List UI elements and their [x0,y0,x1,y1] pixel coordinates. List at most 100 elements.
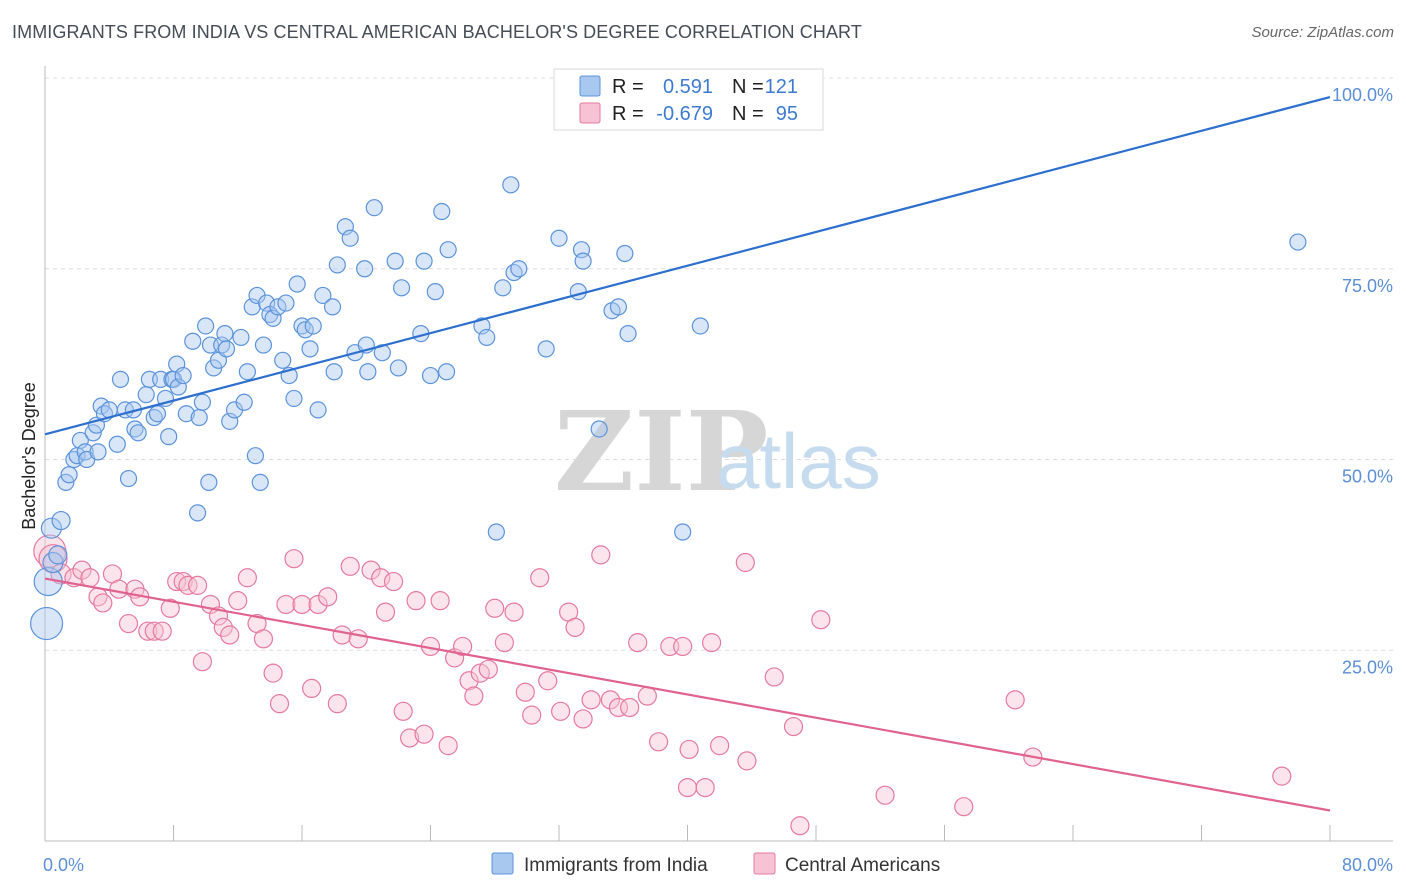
india-point [119,469,138,488]
india-point [285,389,303,408]
india-point [274,351,292,369]
central-americans-point [276,594,296,615]
central-americans-point [138,621,158,641]
central-americans-point [1272,766,1292,786]
central-americans-point [530,568,550,588]
n-label-pink: N = [732,103,764,125]
central-americans-point [80,568,100,588]
central-americans-point [292,594,312,615]
india-point [40,517,63,539]
india-point [111,370,130,388]
india-point [674,523,692,541]
india-point [296,321,314,339]
india-point [389,359,407,377]
india-point [89,443,107,461]
india-point [386,252,404,270]
central-americans-point [178,575,198,595]
central-americans-point [263,663,283,683]
r-label-blue: R = [612,76,644,98]
central-americans-point [253,629,274,649]
y-tick-label: 25.0% [1342,657,1393,677]
india-point [235,393,253,411]
watermark-atlas: atlas [716,417,881,505]
india-point [216,325,234,343]
pink-swatch-icon [579,102,601,124]
legend-central-americans-label: Central Americans [785,855,940,876]
india-point [238,363,256,381]
central-americans-point [160,598,180,618]
chart-title: IMMIGRANTS FROM INDIA VS CENTRAL AMERICA… [12,22,862,42]
central-americans-point [318,587,338,607]
central-americans-point [581,690,601,710]
india-point [301,340,319,358]
india-point [325,363,343,381]
india-point [177,405,195,423]
central-americans-point [302,678,322,699]
central-americans-point [1005,690,1025,710]
r-value-pink: -0.679 [656,103,713,125]
india-point [356,260,374,278]
central-americans-point [637,686,657,706]
central-americans-point [608,697,629,718]
central-americans-point [600,690,621,710]
india-point [433,202,451,221]
central-americans-point [375,602,396,622]
x-tick-label: 80.0% [1342,855,1393,875]
central-americans-point [400,728,420,748]
central-americans-point [735,552,755,573]
y-axis-label: Bachelor's Degree [19,382,39,530]
india-point [129,424,147,442]
india-point [288,275,306,293]
central-americans-point [438,736,458,756]
axis-layer [44,66,1393,842]
india-point [200,473,218,491]
central-americans-point [677,777,698,798]
central-americans-point [371,568,391,588]
india-point [691,317,709,335]
central-americans-point [551,701,571,721]
central-americans-point [648,732,669,752]
india-point [314,286,332,305]
y-tick-label: 50.0% [1342,467,1393,487]
central-americans-point [673,636,693,657]
india-point [487,523,505,541]
n-value-pink: 95 [776,103,798,125]
central-americans-point [591,545,611,565]
central-americans-point [93,593,113,613]
central-americans-point [522,705,542,725]
r-label-pink: R = [612,103,644,125]
india-point [341,229,359,247]
legend-india-label: Immigrants from India [524,855,708,876]
india-point [277,294,295,312]
n-label-blue: N = [732,76,764,98]
central-americans-point [954,797,974,817]
india-point [184,332,202,350]
india-point [392,279,411,297]
india-point [246,447,265,465]
central-americans-point [308,594,328,615]
india-point [537,340,555,358]
central-americans-point [393,701,413,721]
central-americans-point [875,785,895,805]
india-point [550,229,568,247]
india-point [269,298,287,316]
central-americans-point [118,613,139,634]
india-point [323,298,342,316]
x-tick-label: 0.0% [43,855,84,875]
central-americans-trend-line [44,577,1331,812]
central-americans-point [220,625,240,645]
central-americans-point [383,571,404,592]
india-point [609,298,628,316]
india-point [574,252,592,270]
india-point [188,504,207,522]
central-americans-point [764,667,784,687]
central-americans-point [485,598,505,618]
central-americans-point [340,556,360,576]
trend-lines [44,96,1331,812]
central-americans-point [737,751,757,771]
india-point [309,401,327,419]
central-americans-point [478,659,498,679]
legend-india-icon [491,852,514,875]
india-point [478,328,496,347]
india-point [51,510,71,531]
